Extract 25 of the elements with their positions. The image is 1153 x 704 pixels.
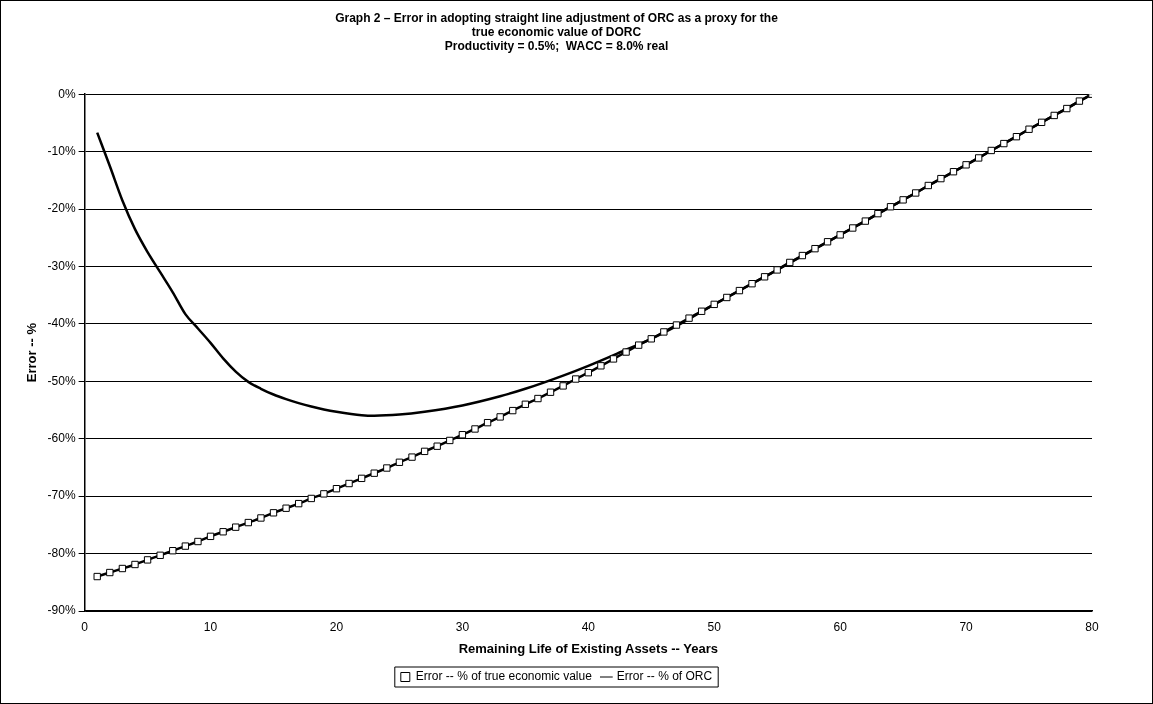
legend-label: Error -- % of true economic value	[415, 669, 593, 684]
y-tick-label: -60%	[47, 431, 76, 446]
y-tick-label: 0%	[58, 86, 76, 101]
chart-title: Graph 2 – Error in adopting straight line adjustment of ORC as a proxy for the true economic value of DORC	[335, 10, 779, 39]
x-tick-label: 20	[329, 619, 344, 634]
x-tick-label: 30	[455, 619, 470, 634]
x-tick-label: 80	[1085, 619, 1099, 634]
x-tick-label: 0	[81, 619, 89, 634]
x-tick-label: 10	[203, 619, 218, 634]
x-tick-label: 60	[833, 619, 848, 634]
x-tick-label: 70	[959, 619, 974, 634]
y-tick-label: -50%	[47, 373, 76, 388]
y-axis-title: Error -- %	[24, 322, 40, 383]
y-tick-label: -90%	[47, 603, 76, 618]
x-axis-title: Remaining Life of Existing Assets -- Years	[458, 640, 718, 656]
x-tick-label: 50	[707, 619, 722, 634]
legend-label: Error -- % of ORC	[616, 669, 713, 684]
chart-subtitle: Productivity = 0.5%; WACC = 8.0% real	[444, 39, 669, 54]
y-tick-label: -20%	[47, 201, 76, 216]
y-tick-label: -30%	[47, 258, 76, 273]
y-tick-label: -70%	[47, 488, 76, 503]
y-tick-label: -10%	[47, 143, 76, 158]
x-tick-label: 40	[581, 619, 596, 634]
y-tick-label: -40%	[47, 316, 76, 331]
y-tick-label: -80%	[47, 545, 76, 560]
